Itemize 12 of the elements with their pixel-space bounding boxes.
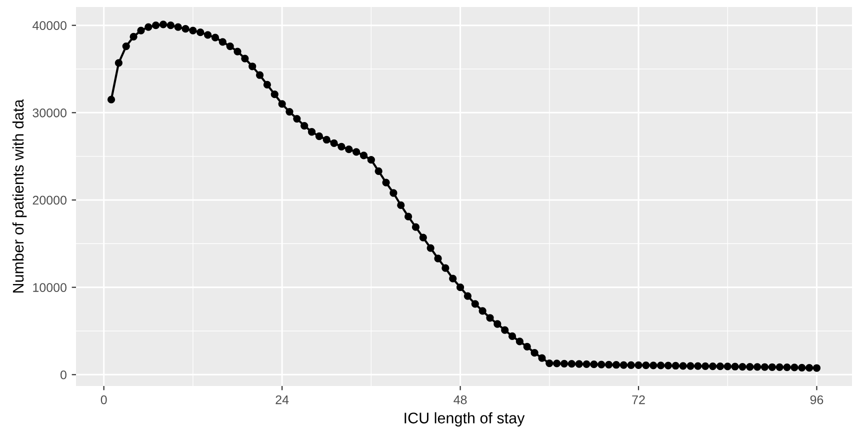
- x-tick-label: 72: [632, 395, 645, 404]
- y-tick-label: 0: [60, 370, 66, 380]
- x-axis-title: ICU length of stay: [404, 412, 525, 426]
- y-tick-label: 20000: [32, 196, 66, 205]
- x-tick-label: 24: [276, 395, 289, 404]
- y-tick-label: 10000: [33, 283, 66, 292]
- x-tick-label: 0: [100, 395, 107, 404]
- y-tick-label: 30000: [32, 108, 66, 118]
- y-axis-title: Number of patients with data: [12, 99, 27, 292]
- x-tick-label: 48: [454, 395, 467, 404]
- x-tick-label: 96: [810, 395, 824, 404]
- y-tick-label: 40000: [32, 21, 66, 30]
